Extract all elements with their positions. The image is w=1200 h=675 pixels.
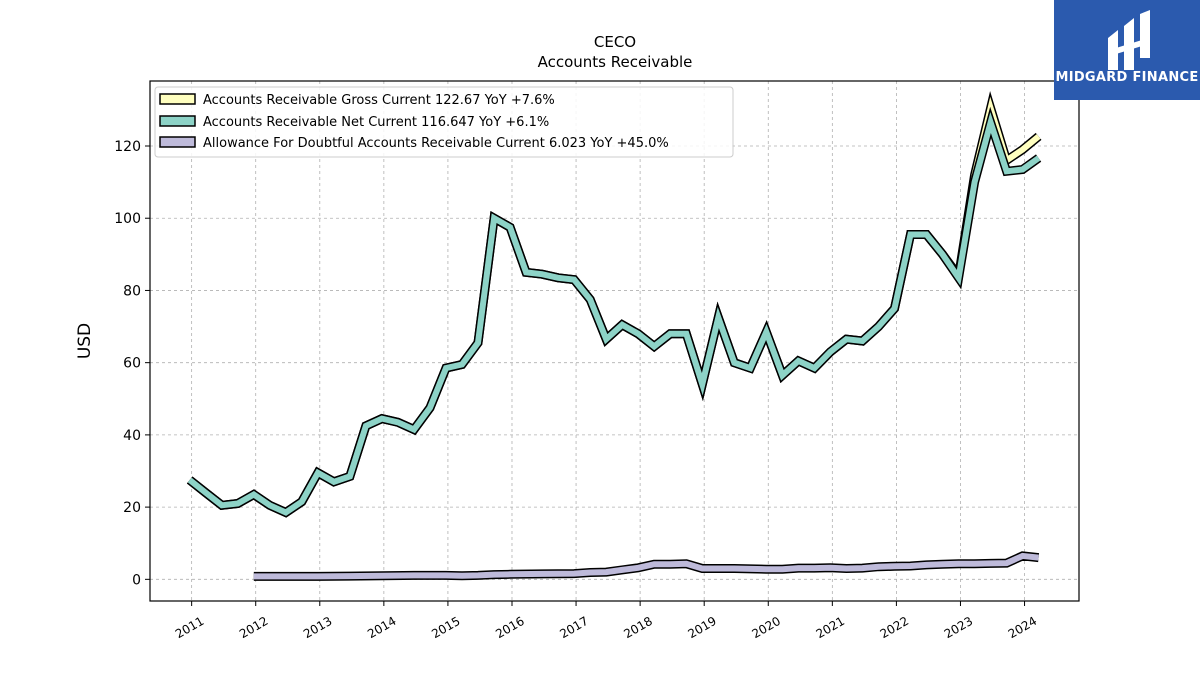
x-tick-label: 2022 [878,614,911,641]
x-tick-label: 2020 [750,614,783,641]
x-tick-label: 2016 [493,614,526,641]
x-tick-label: 2012 [237,614,270,641]
legend: Accounts Receivable Gross Current 122.67… [154,86,734,158]
legend-swatch-gross [159,93,196,105]
series-fill-line [187,111,1041,516]
series-layer [186,90,1042,581]
legend-swatch-net [159,115,196,127]
x-tick-label: 2021 [814,614,847,641]
series-line-allowance [253,551,1040,581]
x-tick-label: 2015 [429,614,462,641]
y-tick-label: 60 [123,356,141,372]
x-tick-label: 2011 [173,614,206,641]
y-tick-label: 40 [123,428,141,444]
series-line-net [186,106,1042,518]
x-tick-label: 2013 [301,614,334,641]
brand-logo: MIDGARD FINANCE [1054,0,1200,100]
logo-text: MIDGARD FINANCE [1055,70,1198,85]
y-tick-label: 120 [114,139,141,155]
x-tick-label: 2018 [621,614,654,641]
legend-label-allowance: Allowance For Doubtful Accounts Receivab… [203,136,669,151]
x-tick-label: 2019 [685,614,718,641]
chart-title: CECO [594,33,636,51]
legend-frame [154,86,734,158]
y-axis-label: USD [75,323,95,359]
legend-item-net: Accounts Receivable Net Current 116.647 … [159,115,549,130]
legend-label-gross: Accounts Receivable Gross Current 122.67… [203,93,555,108]
x-tick-label: 2017 [557,614,590,641]
x-tick-label: 2023 [942,614,975,641]
y-tick-label: 20 [123,500,141,516]
legend-item-gross: Accounts Receivable Gross Current 122.67… [159,93,555,108]
logo-mark-icon [1108,10,1150,70]
y-tick-label: 0 [132,572,141,588]
legend-label-net: Accounts Receivable Net Current 116.647 … [203,115,549,130]
legend-swatch-allowance [159,136,196,148]
legend-item-allowance: Allowance For Doubtful Accounts Receivab… [159,136,669,151]
chart-subtitle: Accounts Receivable [538,53,693,71]
y-tick-label: 100 [114,211,141,227]
x-tick-label: 2014 [365,614,398,641]
series-line-gross [186,90,1042,518]
series-fill-line [253,552,1039,580]
x-tick-label: 2024 [1006,614,1039,641]
series-fill-line [187,96,1041,516]
series-outline [186,106,1042,518]
y-tick-label: 80 [123,283,141,299]
grid [150,81,1079,601]
series-outline [186,90,1042,518]
plot-frame [149,80,1080,602]
